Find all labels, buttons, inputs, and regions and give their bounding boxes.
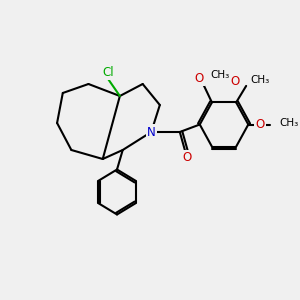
Text: Cl: Cl bbox=[103, 65, 114, 79]
Text: O: O bbox=[182, 151, 192, 164]
Text: O: O bbox=[194, 72, 204, 85]
Text: N: N bbox=[147, 125, 156, 139]
Text: O: O bbox=[230, 75, 239, 88]
Text: O: O bbox=[255, 118, 264, 131]
Text: CH₃: CH₃ bbox=[211, 70, 230, 80]
Text: CH₃: CH₃ bbox=[280, 118, 299, 128]
Text: CH₃: CH₃ bbox=[250, 75, 270, 85]
